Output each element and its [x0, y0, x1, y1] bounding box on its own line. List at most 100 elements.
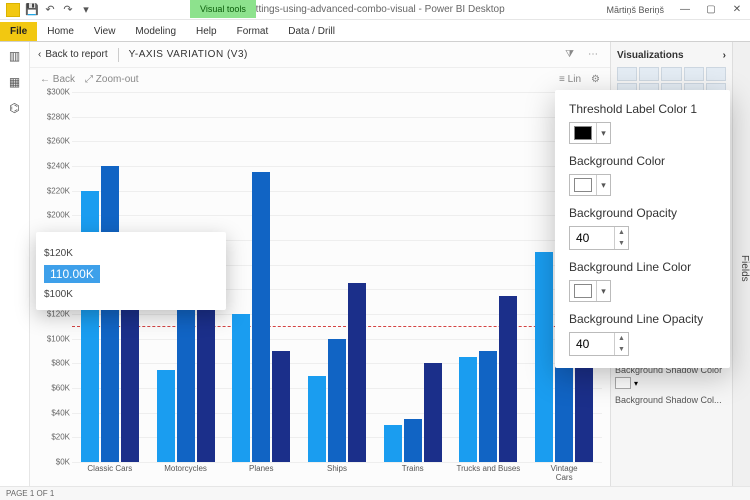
bar[interactable] [328, 339, 346, 462]
background-opacity-input[interactable] [570, 227, 614, 249]
ribbon: File Home View Modeling Help Format Data… [0, 20, 750, 42]
close-button[interactable]: ✕ [724, 0, 750, 20]
tab-modeling[interactable]: Modeling [125, 22, 186, 41]
bar[interactable] [479, 351, 497, 462]
tooltip-row2-left: $100K [44, 289, 73, 300]
tab-file[interactable]: File [0, 22, 37, 41]
back-to-report-button[interactable]: ‹ Back to report [38, 49, 108, 60]
contextual-tab-visual-tools[interactable]: Visual tools [190, 0, 256, 18]
dropdown-caret-icon: ▾ [596, 281, 610, 301]
data-view-icon[interactable]: ▦ [7, 74, 23, 90]
bar[interactable] [384, 425, 402, 462]
bar[interactable] [232, 314, 250, 462]
x-label: Trains [402, 464, 424, 473]
report-canvas: ‹ Back to report Y-AXIS VARIATION (V3) ⧩… [30, 42, 610, 486]
back-to-report-label: Back to report [45, 49, 107, 60]
background-line-opacity-input[interactable] [570, 333, 614, 355]
tab-view[interactable]: View [84, 22, 126, 41]
zoom-out-label: Zoom-out [96, 74, 139, 85]
bar[interactable] [272, 351, 290, 462]
undo-icon[interactable]: ↶ [44, 4, 56, 16]
bar-group[interactable] [223, 92, 299, 462]
bar[interactable] [101, 166, 119, 462]
threshold-label-color-label: Threshold Label Color 1 [569, 102, 716, 116]
bar[interactable] [535, 252, 553, 462]
chevron-left-icon: ‹ [38, 49, 41, 60]
chart-settings-icon[interactable]: ⚙ [591, 74, 600, 85]
x-label: Planes [249, 464, 273, 473]
bar[interactable] [459, 357, 477, 462]
bar-group[interactable] [375, 92, 451, 462]
minimize-button[interactable]: — [672, 0, 698, 20]
filter-icon[interactable]: ⧩ [565, 49, 574, 60]
qat-dropdown-icon[interactable]: ▾ [80, 4, 92, 16]
y-tick: $120K [47, 310, 70, 319]
status-bar: PAGE 1 OF 1 [0, 486, 750, 500]
fields-pane-tab[interactable]: Fields [732, 42, 750, 486]
scale-toggle[interactable]: ≡ Lin [559, 74, 581, 85]
bar[interactable] [424, 363, 442, 462]
x-label: Classic Cars [87, 464, 132, 473]
background-line-color-picker[interactable]: ▾ [569, 280, 611, 302]
y-tick: $220K [47, 186, 70, 195]
prop-bg-shadow-color-picker[interactable]: ▾ [615, 377, 728, 389]
background-line-opacity-label: Background Line Opacity [569, 312, 716, 326]
bar[interactable] [308, 376, 326, 462]
background-color-label: Background Color [569, 154, 716, 168]
bar[interactable] [404, 419, 422, 462]
save-icon[interactable]: 💾 [26, 4, 38, 16]
background-color-picker[interactable]: ▾ [569, 174, 611, 196]
spin-up-icon[interactable]: ▲ [615, 333, 628, 344]
chart-back-label: Back [53, 74, 75, 85]
tab-help[interactable]: Help [186, 22, 227, 41]
report-title: Y-AXIS VARIATION (V3) [129, 49, 248, 60]
y-tick: $0K [56, 458, 70, 467]
bar[interactable] [157, 370, 175, 463]
maximize-button[interactable]: ▢ [698, 0, 724, 20]
threshold-label-color-picker[interactable]: ▾ [569, 122, 611, 144]
y-tick: $260K [47, 137, 70, 146]
tooltip-value: 110.00K [44, 265, 100, 283]
spin-down-icon[interactable]: ▼ [615, 344, 628, 355]
tooltip-row1-left: $120K [44, 248, 73, 259]
x-label: Ships [327, 464, 347, 473]
y-tick: $20K [51, 433, 70, 442]
title-bar: 💾 ↶ ↷ ▾ y-axis-style-settings-using-adva… [0, 0, 750, 20]
background-line-color-label: Background Line Color [569, 260, 716, 274]
y-tick: $60K [51, 384, 70, 393]
chart-back-button[interactable]: ← Back [40, 74, 75, 85]
y-tick: $40K [51, 408, 70, 417]
redo-icon[interactable]: ↷ [62, 4, 74, 16]
report-view-icon[interactable]: ▥ [7, 48, 23, 64]
more-icon[interactable]: ⋯ [584, 49, 602, 60]
quick-access-toolbar: 💾 ↶ ↷ ▾ [0, 3, 98, 17]
bar[interactable] [499, 296, 517, 463]
bar-group[interactable] [451, 92, 527, 462]
tab-home[interactable]: Home [37, 22, 84, 41]
background-line-opacity-spinner[interactable]: ▲▼ [569, 332, 629, 356]
tab-format[interactable]: Format [227, 22, 279, 41]
y-tick: $100K [47, 334, 70, 343]
y-tick: $280K [47, 112, 70, 121]
tooltip-card: $120K 110.00K $100K [36, 232, 226, 310]
tab-data-drill[interactable]: Data / Drill [278, 22, 345, 41]
format-popover: Threshold Label Color 1 ▾ Background Col… [555, 90, 730, 368]
bar[interactable] [177, 302, 195, 462]
user-name[interactable]: Mārtiņš Beriņš [598, 5, 672, 15]
separator [118, 48, 119, 62]
spin-down-icon[interactable]: ▼ [615, 238, 628, 249]
visualizations-title: Visualizations [617, 50, 684, 61]
app-logo-icon [6, 3, 20, 17]
pane-collapse-icon[interactable]: › [723, 50, 726, 61]
zoom-out-button[interactable]: ⤢ Zoom-out [85, 74, 139, 85]
background-opacity-spinner[interactable]: ▲▼ [569, 226, 629, 250]
model-view-icon[interactable]: ⌬ [7, 100, 23, 116]
bar[interactable] [252, 172, 270, 462]
y-tick: $80K [51, 359, 70, 368]
chart-toolbar: ← Back ⤢ Zoom-out ≡ Lin ⚙ [30, 68, 610, 90]
spin-up-icon[interactable]: ▲ [615, 227, 628, 238]
background-opacity-label: Background Opacity [569, 206, 716, 220]
bar-group[interactable] [299, 92, 375, 462]
page-indicator: PAGE 1 OF 1 [6, 489, 54, 498]
bar[interactable] [348, 283, 366, 462]
